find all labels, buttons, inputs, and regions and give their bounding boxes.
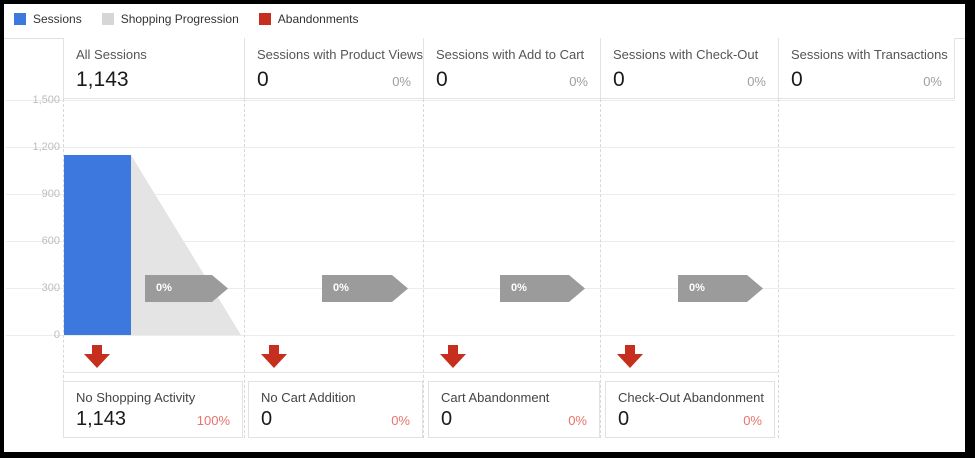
stage-card-product-views: Sessions with Product Views 0 0% xyxy=(244,38,423,99)
stage-title: All Sessions xyxy=(76,47,147,62)
stage-value: 0 xyxy=(436,68,448,91)
stage-value: 0 xyxy=(257,68,269,91)
abandonment-arrow-icon xyxy=(84,345,110,368)
abandonment-card-no-cart-addition: No Cart Addition 0 0% xyxy=(248,381,423,438)
abandonment-title: No Cart Addition xyxy=(261,390,356,405)
abandonment-card-cart-abandonment: Cart Abandonment 0 0% xyxy=(428,381,600,438)
legend-label: Abandonments xyxy=(277,12,359,26)
stage-value: 1,143 xyxy=(76,68,129,91)
progression-arrow: 0% xyxy=(322,275,408,302)
y-axis-tick: 0 xyxy=(53,329,60,341)
stage-card-all-sessions: All Sessions 1,143 xyxy=(63,38,244,99)
abandonment-value: 1,143 xyxy=(76,408,127,430)
stage-percent: 0% xyxy=(923,74,942,89)
stage-value: 0 xyxy=(613,68,625,91)
y-axis-tick: 900 xyxy=(41,188,60,200)
abandonments-swatch-icon xyxy=(258,13,271,25)
gridline xyxy=(6,241,955,242)
gridline xyxy=(6,100,955,101)
abandonment-percent: 0% xyxy=(743,413,762,428)
abandonment-title: Cart Abandonment xyxy=(441,390,550,405)
abandonment-title: No Shopping Activity xyxy=(76,390,196,405)
legend-item-shopping-progression: Shopping Progression xyxy=(101,12,239,26)
gridline xyxy=(6,147,955,148)
abandonment-card-no-shopping-activity: No Shopping Activity 1,143 100% xyxy=(63,381,243,438)
gridline xyxy=(6,194,955,195)
y-axis-tick: 1,500 xyxy=(32,94,60,106)
column-boundary-line xyxy=(600,99,601,438)
abandonment-value: 0 xyxy=(441,408,453,430)
column-boundary-line xyxy=(778,99,779,438)
shopping-progression-slope xyxy=(131,155,241,335)
abandonment-percent: 0% xyxy=(568,413,587,428)
stage-percent: 0% xyxy=(747,74,766,89)
gridline xyxy=(6,335,955,336)
stage-value: 0 xyxy=(791,68,803,91)
progression-arrow: 0% xyxy=(500,275,585,302)
legend-item-abandonments: Abandonments xyxy=(258,12,359,26)
stage-title: Sessions with Product Views xyxy=(257,47,423,62)
column-boundary-line xyxy=(63,99,64,438)
legend-item-sessions: Sessions xyxy=(14,12,82,26)
abandonment-value: 0 xyxy=(261,408,273,430)
stage-title: Sessions with Check-Out xyxy=(613,47,759,62)
abandonment-percent: 0% xyxy=(391,413,410,428)
abandonment-title: Check-Out Abandonment xyxy=(618,390,764,405)
stage-percent: 0% xyxy=(569,74,588,89)
gridline xyxy=(6,288,955,289)
stage-card-add-to-cart: Sessions with Add to Cart 0 0% xyxy=(423,38,600,99)
y-axis-tick: 300 xyxy=(41,282,60,294)
abandonment-value: 0 xyxy=(618,408,630,430)
column-boundary-line xyxy=(423,99,424,438)
stage-title: Sessions with Add to Cart xyxy=(436,47,585,62)
legend-label: Shopping Progression xyxy=(120,12,239,26)
chart-legend: Sessions Shopping Progression Abandonmen… xyxy=(14,12,359,26)
y-axis-tick: 600 xyxy=(41,235,60,247)
abandonment-arrow-icon xyxy=(440,345,466,368)
stage-card-check-out: Sessions with Check-Out 0 0% xyxy=(600,38,778,99)
abandonment-card-check-out-abandonment: Check-Out Abandonment 0 0% xyxy=(605,381,775,438)
abandonment-arrow-icon xyxy=(261,345,287,368)
abandonment-arrow-icon xyxy=(617,345,643,368)
y-axis-tick: 1,200 xyxy=(32,141,60,153)
stage-card-transactions: Sessions with Transactions 0 0% xyxy=(778,38,955,99)
sessions-swatch-icon xyxy=(14,13,26,25)
column-boundary-line xyxy=(244,99,245,438)
progression-arrow: 0% xyxy=(678,275,763,302)
shopping-progression-swatch-icon xyxy=(101,13,114,25)
sessions-bar xyxy=(64,155,131,335)
stage-title: Sessions with Transactions xyxy=(791,47,948,62)
progression-arrow: 0% xyxy=(145,275,228,302)
legend-label: Sessions xyxy=(33,12,82,26)
stage-percent: 0% xyxy=(392,74,411,89)
shopping-behavior-funnel: Sessions Shopping Progression Abandonmen… xyxy=(4,4,965,452)
abandonment-percent: 100% xyxy=(196,413,230,428)
abandonment-band-divider xyxy=(63,372,778,373)
